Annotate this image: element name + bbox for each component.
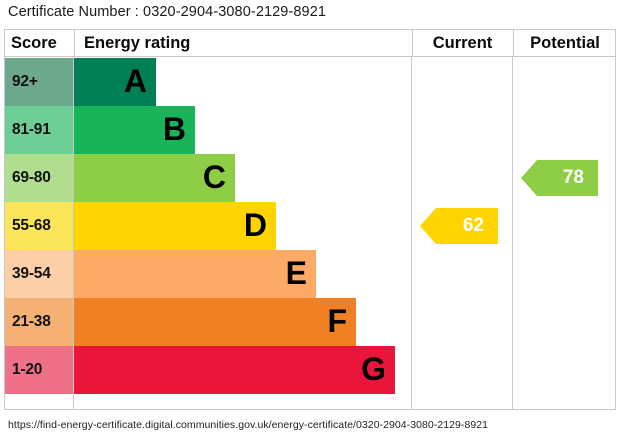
band-letter-d: D (243, 207, 267, 243)
band-letter-a: A (123, 63, 147, 99)
band-letter-b: B (162, 111, 186, 147)
score-range-f: 21-38 (5, 298, 73, 346)
source-url[interactable]: https://find-energy-certificate.digital.… (8, 419, 488, 431)
score-range-c: 69-80 (5, 154, 73, 202)
table-row: 92+ A (5, 58, 615, 106)
column-header-energy-rating: Energy rating (74, 30, 411, 57)
column-divider-score (73, 57, 74, 410)
score-range-g: 1-20 (5, 346, 73, 394)
band-bar-b: B (74, 106, 195, 154)
band-letter-e: E (285, 255, 307, 291)
table-row: 21-38 F (5, 298, 615, 346)
band-bar-d: D (74, 202, 276, 250)
band-bar-a: A (74, 58, 156, 106)
column-header-potential: Potential (513, 30, 616, 57)
band-bar-e: E (74, 250, 316, 298)
potential-rating-arrow: 78 (521, 160, 598, 196)
band-letter-g: G (361, 351, 386, 387)
score-range-a: 92+ (5, 58, 73, 106)
table-row: 81-91 B (5, 106, 615, 154)
score-range-b: 81-91 (5, 106, 73, 154)
table-row: 55-68 D (5, 202, 615, 250)
band-letter-f: F (327, 303, 347, 339)
column-header-score: Score (11, 34, 57, 52)
band-bar-g: G (74, 346, 395, 394)
table-row: 1-20 G (5, 346, 615, 394)
column-divider-potential (512, 57, 513, 410)
column-divider-current (411, 57, 412, 410)
score-range-d: 55-68 (5, 202, 73, 250)
band-bar-f: F (74, 298, 356, 346)
epc-rating-table: Score Energy rating Current Potential 92… (4, 29, 616, 410)
band-bar-c: C (74, 154, 235, 202)
table-row: 69-80 C (5, 154, 615, 202)
band-letter-c: C (202, 159, 226, 195)
column-header-current: Current (412, 30, 512, 57)
table-row: 39-54 E (5, 250, 615, 298)
current-rating-arrow: 62 (420, 208, 498, 244)
score-range-e: 39-54 (5, 250, 73, 298)
table-header-row: Score Energy rating Current Potential (5, 30, 615, 57)
certificate-number-line: Certificate Number : 0320-2904-3080-2129… (8, 4, 327, 20)
